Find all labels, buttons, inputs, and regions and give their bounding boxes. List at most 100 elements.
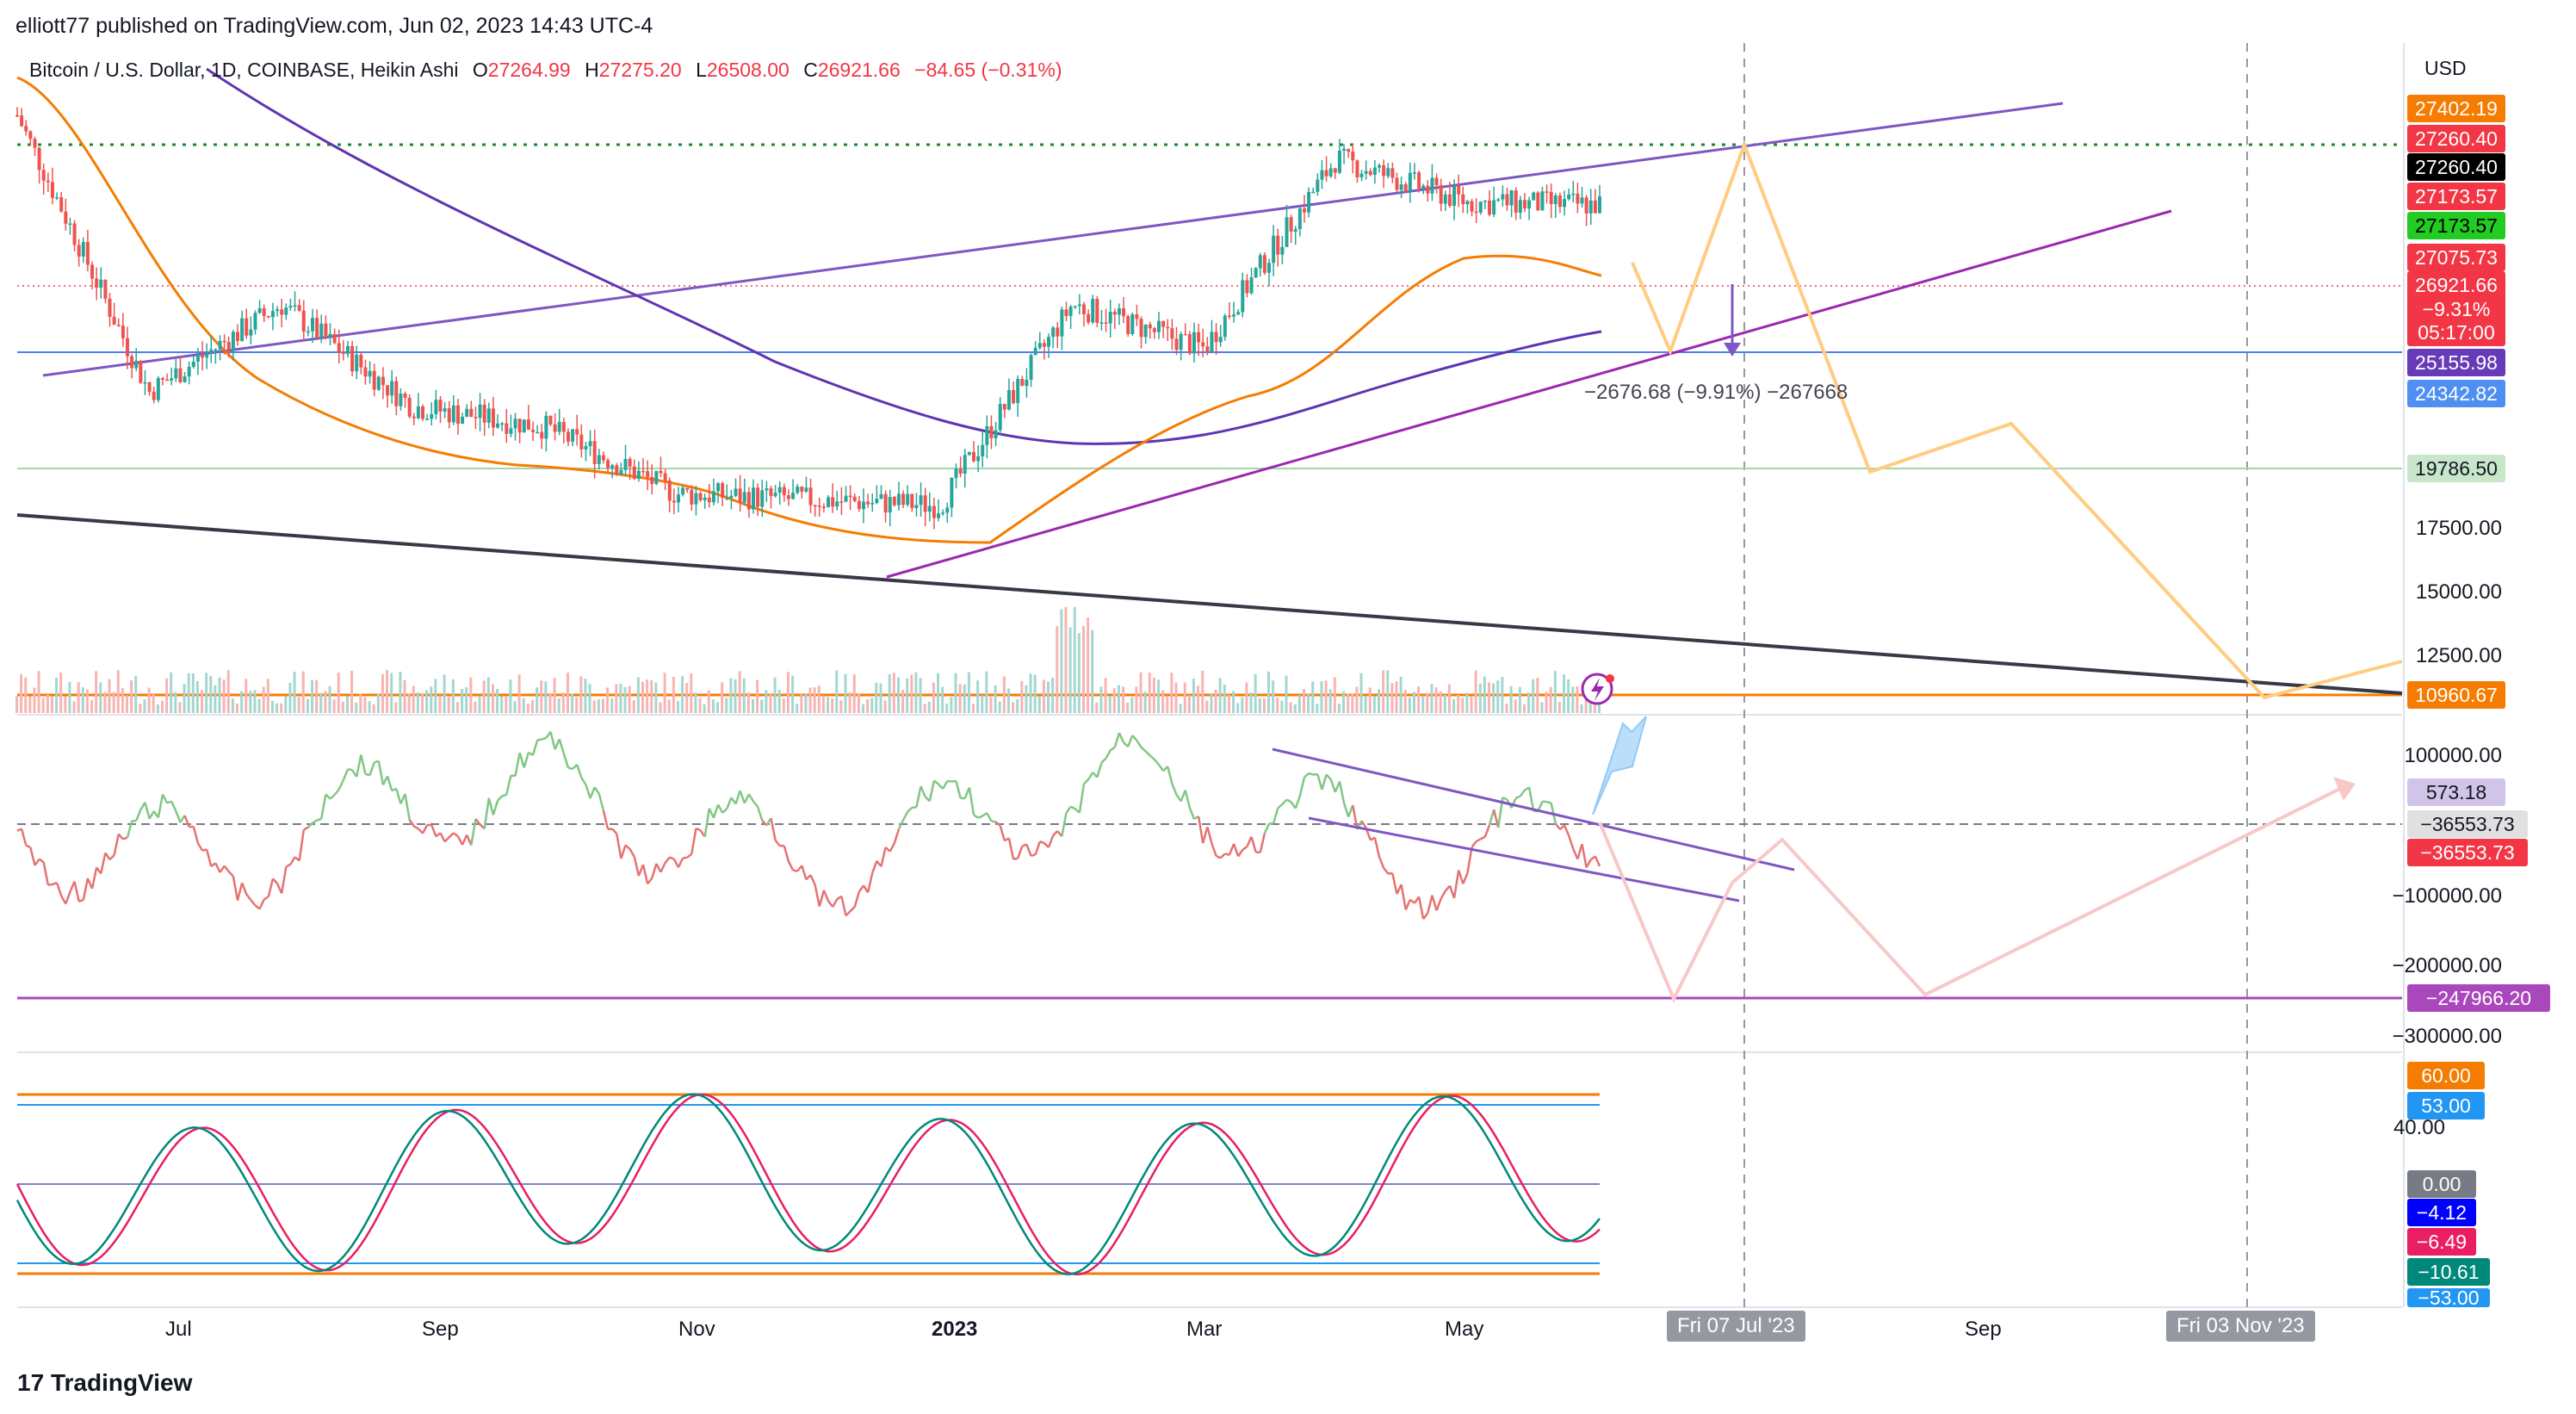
volume-bar xyxy=(249,691,252,713)
volume-bar xyxy=(1540,702,1544,713)
volume-bar xyxy=(1006,688,1010,713)
osc-segment xyxy=(708,808,715,819)
candle-body xyxy=(1364,171,1368,174)
osc-segment xyxy=(942,780,949,790)
volume-bar xyxy=(257,698,261,713)
candle-body xyxy=(170,378,174,381)
volume-bar xyxy=(447,697,450,713)
tradingview-logo[interactable]: 17 TradingView xyxy=(17,1369,193,1396)
candle-body xyxy=(108,298,112,317)
osc-segment xyxy=(880,847,887,867)
volume-bar xyxy=(831,698,834,713)
candle-body xyxy=(672,500,676,503)
volume-bar xyxy=(1488,682,1491,713)
volume-bar xyxy=(1117,685,1120,713)
candle-body xyxy=(1174,338,1179,350)
volume-bar xyxy=(1447,684,1451,713)
candle-body xyxy=(1417,172,1421,189)
candle-body xyxy=(324,323,328,338)
volume-bar xyxy=(1020,680,1024,713)
osc-segment xyxy=(774,839,781,847)
osc-segment xyxy=(655,863,662,873)
volume-bar xyxy=(59,672,63,713)
volume-bar xyxy=(24,677,28,713)
volume-bar xyxy=(839,700,843,713)
osc-segment xyxy=(1483,824,1491,838)
volume-bar xyxy=(994,685,997,713)
candle-body xyxy=(33,139,37,148)
osc-segment xyxy=(1065,805,1072,814)
osc-segment xyxy=(871,860,878,874)
osc-segment xyxy=(453,832,459,838)
volume-bar xyxy=(808,687,812,713)
volume-bar xyxy=(901,689,905,713)
osc-segment xyxy=(34,858,40,866)
candle-body xyxy=(821,506,826,509)
candle-body xyxy=(619,469,623,475)
candle-body xyxy=(345,345,350,355)
osc-segment xyxy=(73,881,80,902)
osc-segment xyxy=(1031,853,1037,858)
osc-segment xyxy=(721,808,728,814)
volume-bar xyxy=(240,691,244,713)
candle-body xyxy=(165,379,170,381)
candle-body xyxy=(355,354,359,372)
volume-bar xyxy=(1087,617,1090,713)
osc-segment xyxy=(258,898,265,910)
candle-body xyxy=(319,323,324,338)
volume-bar xyxy=(517,674,521,713)
volume-bar xyxy=(1122,686,1125,713)
candle-body xyxy=(1135,314,1139,319)
candle-body xyxy=(1509,190,1514,206)
candle-body xyxy=(1439,184,1443,204)
candle-body xyxy=(852,496,857,501)
osc-segment xyxy=(1594,855,1601,867)
candle-body xyxy=(191,361,195,368)
osc-segment xyxy=(487,797,495,816)
volume-bar xyxy=(985,671,988,713)
osc-segment xyxy=(1285,798,1292,803)
volume-bar xyxy=(663,673,666,713)
volume-bar xyxy=(1068,627,1072,713)
volume-bar xyxy=(632,700,635,713)
candle-body xyxy=(716,483,721,492)
osc-segment xyxy=(756,806,764,822)
candle-body xyxy=(971,451,975,462)
osc-segment xyxy=(505,775,512,796)
candle-body xyxy=(817,505,821,507)
volume-bar xyxy=(438,695,442,713)
osc-segment xyxy=(845,910,851,917)
osc-segment xyxy=(633,856,641,877)
volume-bar xyxy=(1452,698,1456,713)
volume-bar xyxy=(253,690,257,713)
osc-segment xyxy=(1373,837,1381,858)
volume-bar xyxy=(1412,691,1415,713)
osc-segment xyxy=(1471,840,1477,848)
osc-segment xyxy=(347,768,353,772)
volume-bar xyxy=(513,701,517,713)
candle-body xyxy=(1496,199,1501,202)
candle-body xyxy=(121,326,125,338)
candle-body xyxy=(425,419,430,420)
candle-body xyxy=(46,180,50,183)
volume-bar xyxy=(280,703,283,713)
price-tag: 27173.57 xyxy=(2407,183,2505,210)
volume-bar xyxy=(1025,685,1028,713)
candle-body xyxy=(1187,334,1192,354)
candle-body xyxy=(623,458,628,470)
candle-body xyxy=(1421,185,1426,189)
currency-label[interactable]: USD xyxy=(2424,57,2467,79)
volume-bar xyxy=(183,683,186,713)
osc-segment xyxy=(977,815,983,819)
volume-bar xyxy=(222,679,226,713)
low-value: 26508.00 xyxy=(706,59,790,81)
candle-body xyxy=(386,385,390,396)
candle-body xyxy=(381,376,385,386)
osc-segment xyxy=(1294,795,1302,809)
candle-body xyxy=(1006,389,1011,410)
osc-segment xyxy=(1342,803,1350,817)
volume-bar xyxy=(1588,699,1592,713)
stochastic-series xyxy=(15,1093,1601,1276)
candle-body xyxy=(796,487,800,493)
volume-bar xyxy=(1205,700,1209,713)
